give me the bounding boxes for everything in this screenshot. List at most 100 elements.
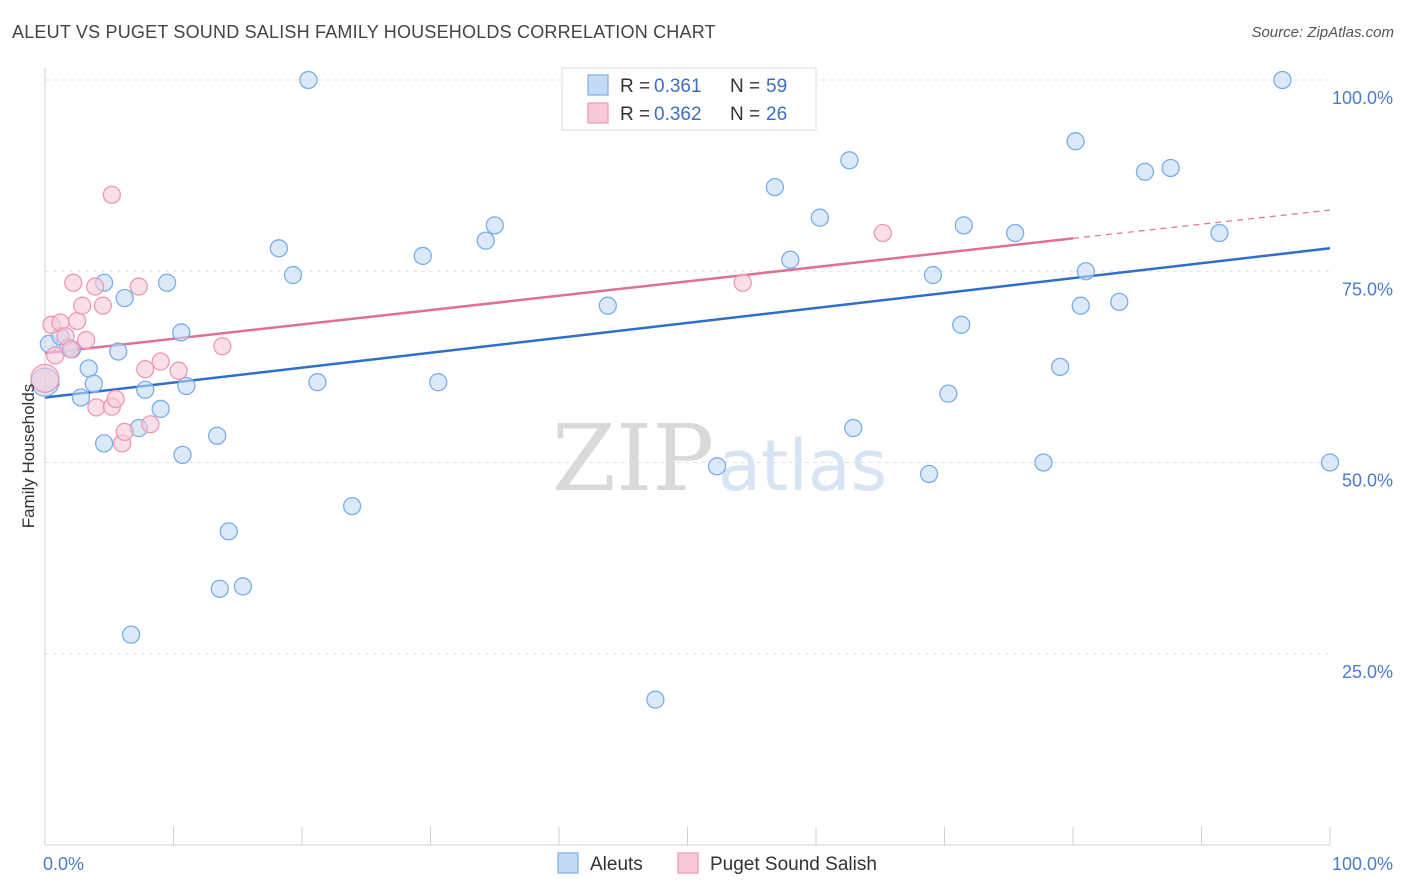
point-1-12: [93, 296, 112, 315]
point-1-19: [136, 360, 155, 379]
point-0-39: [810, 208, 830, 227]
chart-source: Source: ZipAtlas.com: [1251, 24, 1394, 41]
x-tick-label-min: 0.0%: [43, 854, 84, 874]
legend-r-label-1: R =: [620, 104, 650, 125]
point-1-20: [141, 415, 160, 434]
axes: [44, 68, 1331, 846]
legend: R = 0.361 N = 59 R = 0.362 N = 26: [561, 67, 817, 131]
legend-n-value-0: 59: [766, 76, 787, 97]
point-0-25: [283, 265, 303, 285]
point-1-0: [30, 363, 60, 394]
point-0-57: [1273, 70, 1292, 90]
point-0-42: [923, 265, 943, 285]
legend-r-value-1: 0.362: [654, 104, 702, 125]
legend-n-label-1: N =: [730, 104, 760, 125]
point-0-7: [84, 374, 103, 393]
point-0-41: [844, 418, 863, 438]
point-0-6: [79, 359, 98, 378]
chart-title: ALEUT VS PUGET SOUND SALISH FAMILY HOUSE…: [12, 22, 716, 42]
point-0-26: [299, 70, 318, 90]
point-0-27: [308, 373, 327, 392]
point-0-49: [1051, 357, 1070, 377]
point-1-8: [73, 296, 92, 315]
y-tick-label-3: 25.0%: [1342, 662, 1393, 682]
watermark: ZIP atlas: [552, 405, 887, 512]
point-0-55: [1161, 158, 1180, 178]
y-axis-title: Family Households: [19, 384, 38, 529]
point-1-6: [64, 273, 83, 292]
x-tick-label-max: 100.0%: [1332, 854, 1393, 874]
point-1-24: [733, 273, 752, 292]
point-0-10: [109, 342, 128, 361]
point-1-11: [87, 398, 106, 417]
point-0-18: [173, 445, 192, 465]
point-0-58: [1320, 453, 1340, 472]
point-1-22: [169, 361, 188, 380]
point-0-38: [781, 250, 800, 269]
legend-swatch-0: [587, 74, 609, 96]
trend-line-1: [44, 237, 1074, 355]
point-1-18: [129, 277, 148, 296]
point-0-21: [210, 579, 229, 598]
legend-r-value-0: 0.361: [654, 76, 702, 97]
point-0-16: [157, 273, 177, 292]
point-0-46: [954, 216, 973, 235]
point-1-10: [85, 277, 105, 296]
grid-lines: [45, 79, 1330, 655]
point-1-25: [873, 223, 892, 243]
bottom-legend-swatch-0: [557, 852, 579, 874]
point-0-52: [1076, 262, 1095, 281]
point-1-2: [46, 346, 65, 365]
point-1-9: [76, 330, 96, 350]
point-0-44: [939, 384, 958, 403]
point-0-37: [765, 177, 785, 197]
point-0-35: [707, 457, 727, 476]
point-0-50: [1066, 132, 1085, 151]
point-0-43: [919, 464, 939, 484]
y-tick-label-2: 50.0%: [1342, 471, 1393, 491]
legend-r-label-0: R =: [620, 76, 650, 97]
point-1-23: [213, 337, 232, 356]
y-tick-label-1: 75.0%: [1342, 279, 1393, 299]
point-0-19: [177, 376, 196, 396]
point-0-47: [1006, 223, 1025, 243]
data-points: [30, 70, 1340, 709]
point-0-31: [476, 231, 495, 250]
point-0-45: [952, 315, 971, 334]
bottom-legend-label-1: Puget Sound Salish: [710, 854, 877, 875]
point-0-24: [269, 239, 289, 258]
point-0-22: [219, 522, 238, 541]
watermark-atlas: atlas: [718, 425, 887, 507]
point-0-11: [115, 288, 134, 308]
point-1-5: [61, 340, 80, 359]
point-0-54: [1135, 162, 1155, 181]
y-tick-label-0: 100.0%: [1332, 88, 1393, 108]
legend-n-value-1: 26: [766, 104, 787, 125]
point-0-12: [121, 625, 141, 644]
point-0-5: [71, 388, 91, 407]
point-1-15: [106, 389, 125, 409]
point-0-53: [1110, 292, 1129, 312]
legend-swatch-1: [587, 102, 609, 124]
trend-line-dashed-1: [1072, 209, 1331, 239]
point-0-32: [485, 216, 504, 235]
point-1-7: [67, 311, 87, 331]
point-0-30: [429, 373, 448, 392]
point-1-21: [151, 352, 170, 371]
bottom-legend-label-0: Aleuts: [590, 854, 643, 875]
bottom-legend: Aleuts Puget Sound Salish: [557, 852, 877, 875]
point-0-51: [1071, 296, 1090, 315]
bottom-legend-swatch-1: [677, 852, 699, 874]
point-0-14: [136, 380, 155, 399]
point-0-56: [1210, 223, 1229, 243]
point-0-40: [840, 151, 859, 170]
tick-labels: 100.0% 75.0% 50.0% 25.0% 0.0% 100.0% Family Ho…: [19, 88, 1393, 874]
trend-lines: [44, 209, 1331, 399]
watermark-zip: ZIP: [552, 405, 714, 512]
legend-n-label-0: N =: [730, 76, 760, 97]
point-0-8: [94, 434, 114, 453]
point-0-33: [598, 296, 617, 315]
point-1-13: [102, 185, 121, 204]
point-0-28: [342, 496, 362, 516]
point-0-48: [1034, 453, 1053, 472]
